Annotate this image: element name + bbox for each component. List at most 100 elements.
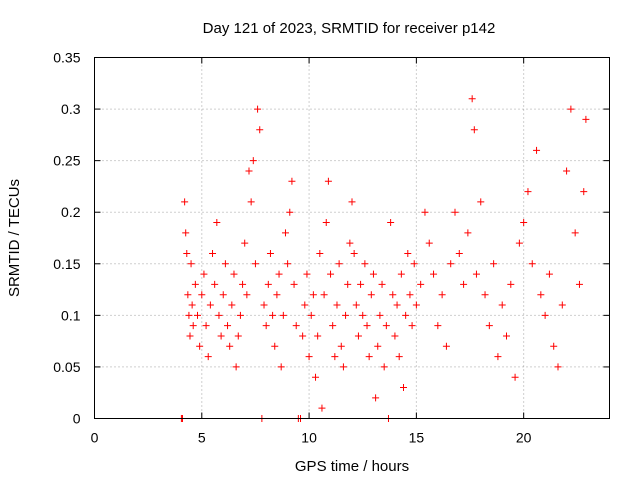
data-point bbox=[316, 249, 324, 257]
data-point bbox=[339, 363, 347, 371]
data-point bbox=[369, 270, 377, 278]
data-point bbox=[312, 373, 320, 381]
data-point bbox=[528, 260, 536, 268]
data-point bbox=[271, 342, 279, 350]
data-point bbox=[292, 322, 300, 330]
data-point bbox=[451, 208, 459, 216]
x-tick-labels: 0 5 10 15 20 bbox=[91, 430, 532, 446]
data-point bbox=[490, 260, 498, 268]
data-point bbox=[361, 260, 369, 268]
data-point bbox=[472, 270, 480, 278]
y-tick-label: 0.1 bbox=[61, 307, 81, 323]
x-tick-label: 20 bbox=[516, 430, 532, 446]
data-point bbox=[230, 270, 238, 278]
data-point bbox=[187, 260, 195, 268]
data-point bbox=[249, 157, 257, 165]
data-point bbox=[191, 280, 199, 288]
data-point bbox=[402, 311, 410, 319]
data-point bbox=[256, 126, 264, 134]
data-point bbox=[264, 280, 272, 288]
data-point bbox=[314, 332, 322, 340]
y-tick-label: 0.15 bbox=[53, 256, 80, 272]
data-point bbox=[372, 394, 380, 402]
x-axis-title: GPS time / hours bbox=[295, 458, 409, 475]
data-point bbox=[182, 229, 190, 237]
data-point bbox=[266, 249, 274, 257]
data-point bbox=[188, 301, 196, 309]
data-point bbox=[376, 311, 384, 319]
data-point bbox=[209, 249, 217, 257]
data-point bbox=[367, 291, 375, 299]
x-tick-label: 0 bbox=[91, 430, 99, 446]
chart-title: Day 121 of 2023, SRMTID for receiver p14… bbox=[203, 20, 496, 37]
y-tick-labels: 0 0.05 0.1 0.15 0.2 0.25 0.3 0.35 bbox=[53, 50, 80, 427]
data-point bbox=[204, 353, 212, 361]
data-point bbox=[387, 219, 395, 227]
data-point bbox=[391, 332, 399, 340]
data-point bbox=[329, 322, 337, 330]
data-point bbox=[397, 270, 405, 278]
data-point bbox=[226, 342, 234, 350]
data-point bbox=[301, 301, 309, 309]
y-tick-label: 0.05 bbox=[53, 359, 80, 375]
data-point bbox=[571, 229, 579, 237]
data-point bbox=[184, 291, 192, 299]
y-tick-label: 0.35 bbox=[53, 50, 80, 66]
data-point bbox=[485, 322, 493, 330]
data-point bbox=[378, 280, 386, 288]
data-point bbox=[286, 208, 294, 216]
y-axis-title: SRMTID / TECUs bbox=[6, 179, 23, 297]
data-point bbox=[228, 301, 236, 309]
data-point bbox=[189, 322, 197, 330]
data-point bbox=[575, 280, 583, 288]
data-point bbox=[241, 239, 249, 247]
data-point bbox=[303, 270, 311, 278]
data-point bbox=[239, 280, 247, 288]
data-point bbox=[395, 353, 403, 361]
data-points bbox=[177, 95, 590, 422]
data-point bbox=[580, 188, 588, 196]
data-point bbox=[245, 167, 253, 175]
data-point bbox=[309, 291, 317, 299]
data-point bbox=[357, 280, 365, 288]
data-point bbox=[217, 332, 225, 340]
data-point bbox=[327, 270, 335, 278]
data-point bbox=[393, 301, 401, 309]
data-point bbox=[380, 363, 388, 371]
data-point bbox=[247, 198, 255, 206]
data-point bbox=[533, 146, 541, 154]
data-point bbox=[186, 332, 194, 340]
data-point bbox=[537, 291, 545, 299]
data-point bbox=[324, 177, 332, 185]
y-tick-label: 0 bbox=[73, 411, 81, 427]
data-point bbox=[582, 115, 590, 123]
data-point bbox=[213, 219, 221, 227]
data-point bbox=[438, 291, 446, 299]
data-point bbox=[221, 260, 229, 268]
data-point bbox=[400, 384, 407, 392]
data-point bbox=[503, 332, 510, 340]
data-point bbox=[215, 311, 223, 319]
data-point bbox=[477, 198, 485, 206]
data-point bbox=[430, 270, 438, 278]
data-point bbox=[290, 280, 298, 288]
data-point bbox=[363, 322, 371, 330]
data-point bbox=[273, 291, 281, 299]
data-point bbox=[234, 332, 242, 340]
data-point bbox=[365, 353, 373, 361]
data-point bbox=[346, 239, 354, 247]
data-point bbox=[211, 280, 219, 288]
data-point bbox=[284, 260, 292, 268]
data-point bbox=[470, 126, 478, 134]
data-point bbox=[520, 219, 528, 227]
data-point bbox=[224, 322, 232, 330]
data-point bbox=[563, 167, 571, 175]
data-point bbox=[200, 270, 208, 278]
data-point bbox=[307, 311, 315, 319]
data-point bbox=[198, 291, 206, 299]
data-point bbox=[481, 291, 489, 299]
data-point bbox=[185, 311, 193, 319]
data-point bbox=[333, 301, 341, 309]
data-point bbox=[408, 322, 416, 330]
